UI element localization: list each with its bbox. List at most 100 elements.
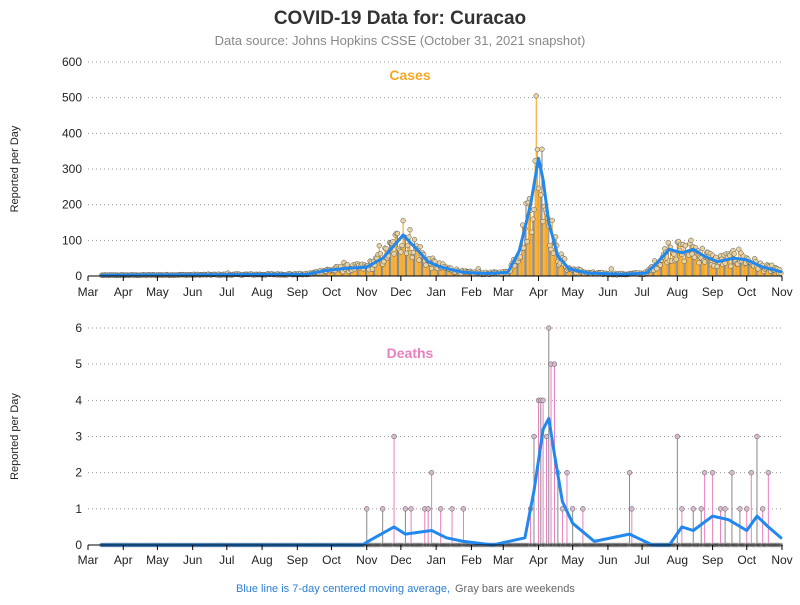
deaths-bar [451, 508, 453, 545]
cases-bar [517, 261, 519, 276]
cases-x-tick-label: Dec [390, 285, 411, 299]
deaths-x-tick-label: Sep [702, 553, 724, 567]
cases-bar [446, 268, 449, 276]
cases-bar [399, 250, 401, 276]
deaths-data-point [425, 506, 431, 512]
cases-bar [441, 267, 443, 276]
cases-data-point [538, 192, 544, 198]
cases-x-tick-label: Jan [426, 285, 445, 299]
deaths-bar [712, 472, 714, 545]
cases-data-point [529, 229, 535, 235]
cases-bar [674, 260, 676, 276]
cases-bar [561, 257, 563, 276]
deaths-x-tick-label: Nov [356, 553, 377, 567]
cases-bar [705, 255, 707, 276]
deaths-bar [700, 508, 702, 545]
deaths-y-tick-label: 5 [75, 357, 82, 371]
cases-bar [337, 268, 339, 276]
cases-panel: 0 100 200 300 400 500 600 Reported per Day Cases… [9, 55, 793, 299]
cases-data-point [417, 243, 423, 250]
cases-data-point [550, 250, 556, 256]
deaths-bar [631, 508, 633, 545]
cases-bar [732, 250, 734, 276]
cases-bar [739, 261, 741, 276]
footer-weekend-note: Gray bars are weekends [455, 583, 575, 595]
cases-data-point [394, 230, 401, 237]
deaths-bar [724, 508, 726, 545]
cases-data-point [562, 256, 568, 262]
cases-bar [730, 266, 732, 276]
deaths-bar [767, 472, 769, 545]
deaths-x-tick-label: Dec [390, 553, 411, 567]
cases-bar [427, 261, 429, 276]
cases-bar [680, 244, 682, 276]
cases-bar [704, 262, 706, 276]
cases-bar [398, 249, 400, 276]
cases-data-point [428, 265, 435, 272]
cases-x-tick-label: Mar [493, 285, 514, 299]
cases-x-tick-label: Apr [114, 285, 133, 299]
cases-bar [332, 270, 334, 276]
cases-bar [666, 262, 668, 276]
cases-bar [718, 262, 720, 276]
cases-data-point [736, 246, 742, 252]
deaths-y-tick-label: 2 [75, 466, 82, 480]
deaths-x-tick-label: Sep [287, 553, 309, 567]
cases-bar [421, 252, 424, 276]
deaths-data-point [580, 506, 586, 512]
cases-bar [515, 261, 517, 276]
cases-bar [544, 210, 546, 276]
cases-bar [537, 188, 540, 276]
cases-bar [444, 268, 446, 276]
cases-bar [668, 260, 670, 276]
deaths-bar [382, 508, 384, 545]
cases-data-point [699, 245, 706, 252]
cases-bar [420, 255, 422, 276]
cases-bar [368, 269, 370, 276]
cases-bar [374, 265, 376, 276]
cases-bar [563, 264, 565, 276]
cases-bar [720, 255, 722, 276]
cases-x-tick-label: Oct [322, 285, 341, 299]
deaths-data-point [754, 433, 760, 440]
cases-data-point [390, 238, 396, 245]
cases-bar [443, 266, 445, 276]
cases-bar [390, 242, 392, 276]
cases-bar [558, 264, 560, 276]
deaths-x-tick-label: May [561, 553, 584, 567]
cases-bar [652, 270, 654, 276]
deaths-data-point [428, 470, 435, 476]
cases-x-tick-label: Feb [461, 285, 482, 299]
cases-moving-average-line [100, 156, 783, 277]
cases-bar [735, 263, 738, 276]
cases-data-point [403, 250, 410, 256]
deaths-bar [750, 472, 752, 545]
cases-bar [663, 254, 665, 276]
cases-bar [366, 266, 368, 276]
cases-bar [552, 253, 554, 276]
cases-bar [567, 268, 569, 276]
deaths-data-point [438, 506, 444, 512]
cases-x-tick-label: Jul [219, 285, 234, 299]
cases-bar [722, 264, 724, 276]
cases-bar [442, 264, 444, 276]
deaths-x-tick-label: Aug [251, 553, 272, 567]
deaths-x-tick-label: Apr [529, 553, 548, 567]
deaths-data-point [701, 470, 708, 476]
cases-bar [382, 264, 384, 276]
cases-bar [386, 257, 388, 276]
cases-bar [685, 252, 687, 276]
cases-x-tick-label: May [561, 285, 584, 299]
cases-bar [557, 261, 559, 276]
cases-bar [440, 267, 442, 276]
cases-bar [523, 247, 525, 276]
cases-bar [710, 264, 713, 276]
deaths-bar [424, 508, 426, 545]
cases-bar [536, 149, 538, 276]
deaths-bar [530, 508, 532, 545]
cases-bar [535, 95, 537, 276]
deaths-data-point [564, 470, 570, 476]
deaths-data-point [748, 470, 754, 476]
cases-bar [750, 263, 752, 276]
